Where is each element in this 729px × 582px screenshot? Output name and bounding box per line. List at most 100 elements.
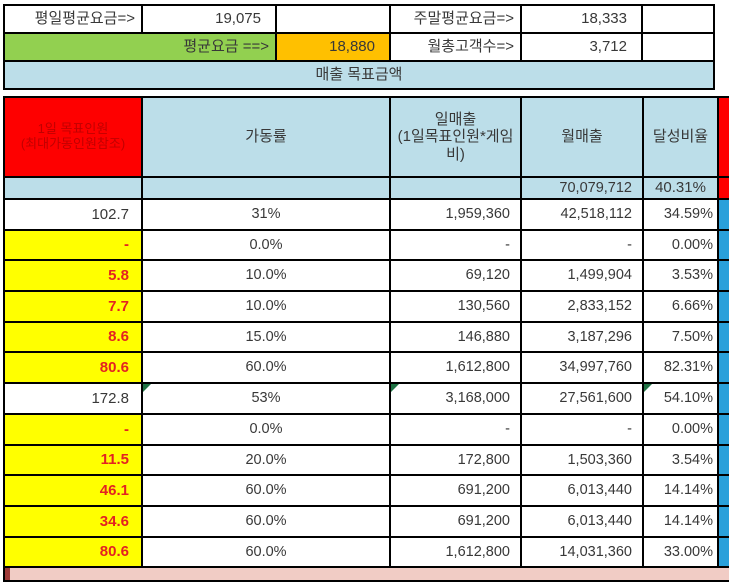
- cell-utilization[interactable]: 53%: [143, 384, 389, 413]
- footer-row: [5, 568, 729, 581]
- cell-target-people[interactable]: 80.6: [5, 537, 141, 567]
- cell-daily-sales[interactable]: 691,200: [391, 506, 520, 536]
- cell-achievement[interactable]: 82.31%: [644, 353, 717, 383]
- error-indicator-icon: [644, 384, 652, 393]
- cell-target-people[interactable]: -: [5, 414, 141, 444]
- cell-utilization-value: 53%: [251, 390, 281, 407]
- header-utilization[interactable]: 가동률: [143, 98, 389, 176]
- cell-utilization[interactable]: 15.0%: [143, 322, 389, 352]
- header-daily-sales[interactable]: 일매출 (1일목표인원*게임 비): [391, 98, 520, 176]
- cell-achievement[interactable]: 14.14%: [644, 476, 717, 505]
- cell-utilization[interactable]: 60.0%: [143, 506, 389, 536]
- cell-utilization[interactable]: 60.0%: [143, 476, 389, 505]
- cell-daily-sales[interactable]: -: [391, 230, 520, 260]
- cell-achievement[interactable]: 54.10%: [644, 384, 717, 413]
- cell-monthly-sales[interactable]: 2,833,152: [522, 292, 642, 321]
- cell-target-people[interactable]: 46.1: [5, 476, 141, 505]
- avg-fee-value[interactable]: 18,880: [277, 34, 389, 60]
- cell-target-people[interactable]: 80.6: [5, 353, 141, 383]
- cell-target-people[interactable]: 7.7: [5, 292, 141, 321]
- header-achievement[interactable]: 달성비율: [644, 98, 717, 176]
- cell-monthly-sales[interactable]: 1,499,904: [522, 261, 642, 291]
- cell-target-people[interactable]: 8.6: [5, 322, 141, 352]
- cell-monthly-sales[interactable]: -: [522, 230, 642, 260]
- summary-monthly-sales[interactable]: 70,079,712: [522, 178, 642, 198]
- cell-daily-sales[interactable]: 146,880: [391, 322, 520, 352]
- cell-daily-sales[interactable]: 69,120: [391, 261, 520, 291]
- cell-monthly-sales[interactable]: 34,997,760: [522, 353, 642, 383]
- cell-achievement[interactable]: 3.54%: [644, 445, 717, 475]
- cell-utilization[interactable]: 0.0%: [143, 414, 389, 444]
- cell-monthly-sales[interactable]: 6,013,440: [522, 506, 642, 536]
- cell-achievement[interactable]: 33.00%: [644, 537, 717, 567]
- cell-monthly-sales[interactable]: -: [522, 414, 642, 444]
- empty-cell[interactable]: [643, 34, 713, 60]
- cell-daily-sales[interactable]: 130,560: [391, 292, 520, 321]
- blue-accent-strip: [719, 506, 729, 536]
- table-row: 5.8 10.0% 69,120 1,499,904 3.53%: [5, 261, 729, 291]
- cell-target-people[interactable]: 5.8: [5, 261, 141, 291]
- fee-summary-section: 평일평균요금=> 19,075 주말평균요금=> 18,333 평균요금 ==>…: [3, 4, 715, 90]
- cell-monthly-sales[interactable]: 6,013,440: [522, 476, 642, 505]
- cell-target-people[interactable]: 102.7: [5, 200, 141, 229]
- cell-daily-sales[interactable]: 1,959,360: [391, 200, 520, 229]
- cell-monthly-sales[interactable]: 14,031,360: [522, 537, 642, 567]
- cell-achievement[interactable]: 0.00%: [644, 230, 717, 260]
- cell-target-people[interactable]: 34.6: [5, 506, 141, 536]
- cell-utilization[interactable]: 0.0%: [143, 230, 389, 260]
- cell-daily-sales[interactable]: 172,800: [391, 445, 520, 475]
- weekday-avg-fee-value[interactable]: 19,075: [143, 6, 275, 32]
- table-row: - 0.0% - - 0.00%: [5, 414, 729, 444]
- cell-achievement[interactable]: 7.50%: [644, 322, 717, 352]
- blue-accent-strip: [719, 353, 729, 383]
- cell-achievement[interactable]: 3.53%: [644, 261, 717, 291]
- summary-empty-cell[interactable]: [143, 178, 389, 198]
- cell-daily-sales[interactable]: 3,168,000: [391, 384, 520, 413]
- header-target-people[interactable]: 1일 목표인원 (최대가동인원참조): [5, 98, 141, 176]
- cell-achievement[interactable]: 34.59%: [644, 200, 717, 229]
- empty-cell[interactable]: [643, 6, 713, 32]
- cell-monthly-sales[interactable]: 1,503,360: [522, 445, 642, 475]
- cell-utilization[interactable]: 10.0%: [143, 261, 389, 291]
- banner-row: 매출 목표금액: [5, 62, 713, 88]
- cell-utilization[interactable]: 31%: [143, 200, 389, 229]
- summary-empty-cell[interactable]: [5, 178, 141, 198]
- cell-daily-sales[interactable]: -: [391, 414, 520, 444]
- table-header-row: 1일 목표인원 (최대가동인원참조) 가동률 일매출 (1일목표인원*게임 비)…: [5, 98, 729, 176]
- cell-utilization[interactable]: 20.0%: [143, 445, 389, 475]
- summary-row: 70,079,712 40.31%: [5, 178, 729, 198]
- pink-footer-row: [5, 568, 729, 581]
- cell-utilization[interactable]: 60.0%: [143, 537, 389, 567]
- cell-daily-sales[interactable]: 1,612,800: [391, 537, 520, 567]
- cell-monthly-sales[interactable]: 3,187,296: [522, 322, 642, 352]
- cell-target-people[interactable]: 11.5: [5, 445, 141, 475]
- weekend-avg-fee-label[interactable]: 주말평균요금=>: [391, 6, 520, 32]
- monthly-customers-value[interactable]: 3,712: [522, 34, 641, 60]
- cell-utilization[interactable]: 10.0%: [143, 292, 389, 321]
- cell-achievement[interactable]: 0.00%: [644, 414, 717, 444]
- cell-daily-sales[interactable]: 691,200: [391, 476, 520, 505]
- weekday-avg-fee-label[interactable]: 평일평균요금=>: [5, 6, 141, 32]
- cell-achievement[interactable]: 6.66%: [644, 292, 717, 321]
- avg-fee-label[interactable]: 평균요금 ==>: [5, 34, 275, 60]
- header-monthly-sales[interactable]: 월매출: [522, 98, 642, 176]
- table-row: 46.1 60.0% 691,200 6,013,440 14.14%: [5, 476, 729, 505]
- empty-cell[interactable]: [277, 6, 389, 32]
- table-row: 11.5 20.0% 172,800 1,503,360 3.54%: [5, 445, 729, 475]
- monthly-customers-label[interactable]: 월총고객수=>: [391, 34, 520, 60]
- weekend-avg-fee-value[interactable]: 18,333: [522, 6, 641, 32]
- summary-empty-cell[interactable]: [391, 178, 520, 198]
- table-row: 80.6 60.0% 1,612,800 14,031,360 33.00%: [5, 537, 729, 567]
- blue-accent-strip: [719, 292, 729, 321]
- cell-monthly-sales[interactable]: 27,561,600: [522, 384, 642, 413]
- cell-target-people[interactable]: -: [5, 230, 141, 260]
- cell-daily-sales[interactable]: 1,612,800: [391, 353, 520, 383]
- cell-achievement-value: 54.10%: [663, 390, 713, 407]
- error-indicator-icon: [391, 384, 399, 393]
- sales-target-banner[interactable]: 매출 목표금액: [5, 62, 713, 88]
- cell-achievement[interactable]: 14.14%: [644, 506, 717, 536]
- summary-achievement[interactable]: 40.31%: [644, 178, 717, 198]
- cell-target-people[interactable]: 172.8: [5, 384, 141, 413]
- cell-monthly-sales[interactable]: 42,518,112: [522, 200, 642, 229]
- cell-utilization[interactable]: 60.0%: [143, 353, 389, 383]
